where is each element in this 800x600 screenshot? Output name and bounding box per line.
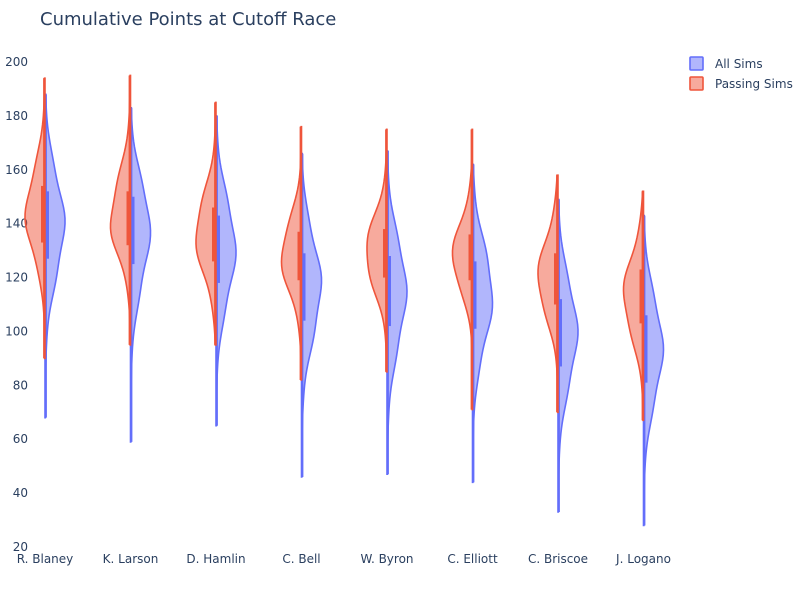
- legend-item-passing-sims[interactable]: Passing Sims: [689, 76, 793, 91]
- y-tick-label: 120: [5, 271, 28, 285]
- x-tick-label: D. Hamlin: [186, 552, 245, 566]
- violin-box: [41, 185, 44, 243]
- violin-box: [559, 299, 562, 367]
- x-tick-label: W. Byron: [360, 552, 413, 566]
- violin-box: [297, 231, 301, 281]
- legend-swatch-all-sims: [689, 56, 704, 71]
- violin-group[interactable]: [24, 77, 66, 419]
- violin-box: [468, 234, 472, 281]
- x-tick-label: C. Briscoe: [528, 552, 588, 566]
- legend-swatch-passing-sims: [689, 76, 704, 91]
- violin-box: [212, 207, 215, 262]
- x-tick-label: R. Blaney: [17, 552, 74, 566]
- y-tick-label: 160: [5, 163, 28, 177]
- y-tick-label: 20: [13, 540, 28, 554]
- y-tick-label: 180: [5, 109, 28, 123]
- legend[interactable]: All Sims Passing Sims: [689, 56, 793, 91]
- x-axis: R. Blaney K. Larson D. Hamlin C. Bell W. Byr…: [17, 552, 671, 566]
- violin-group[interactable]: [109, 74, 152, 443]
- x-tick-label: J. Logano: [615, 552, 671, 566]
- x-tick-label: C. Elliott: [447, 552, 498, 566]
- violin-box: [554, 253, 557, 305]
- violin-group[interactable]: [280, 125, 323, 478]
- violin-box: [388, 256, 391, 327]
- violin-box: [639, 269, 643, 324]
- x-tick-label: K. Larson: [103, 552, 159, 566]
- plot-area: [24, 74, 665, 527]
- y-tick-label: 140: [5, 217, 28, 231]
- violin-box: [473, 261, 477, 329]
- violin-half-right[interactable]: [129, 107, 152, 443]
- violin-group[interactable]: [537, 174, 579, 513]
- violin-box: [302, 253, 306, 321]
- violin-box: [46, 191, 49, 259]
- y-tick-label: 80: [13, 378, 28, 392]
- x-tick-label: C. Bell: [282, 552, 320, 566]
- violin-box: [383, 229, 386, 278]
- violin-group[interactable]: [366, 128, 408, 476]
- y-tick-label: 40: [13, 486, 28, 500]
- y-tick-label: 100: [5, 324, 28, 338]
- legend-item-all-sims[interactable]: All Sims: [689, 56, 763, 71]
- violin-box: [217, 215, 220, 283]
- violin-group[interactable]: [195, 101, 237, 427]
- violin-box: [131, 196, 135, 265]
- violin-box: [126, 191, 130, 246]
- y-tick-label: 60: [13, 432, 28, 446]
- violin-half-left[interactable]: [622, 190, 645, 422]
- legend-label-all-sims: All Sims: [715, 57, 763, 71]
- violin-group[interactable]: [451, 128, 494, 484]
- violin-box: [644, 315, 648, 383]
- violin-group[interactable]: [622, 190, 665, 527]
- y-axis: 20 40 60 80 100 120 140 160 180 200: [5, 55, 28, 554]
- legend-label-passing-sims: Passing Sims: [715, 77, 793, 91]
- y-tick-label: 200: [5, 55, 28, 69]
- chart-title: Cumulative Points at Cutoff Race: [40, 9, 336, 30]
